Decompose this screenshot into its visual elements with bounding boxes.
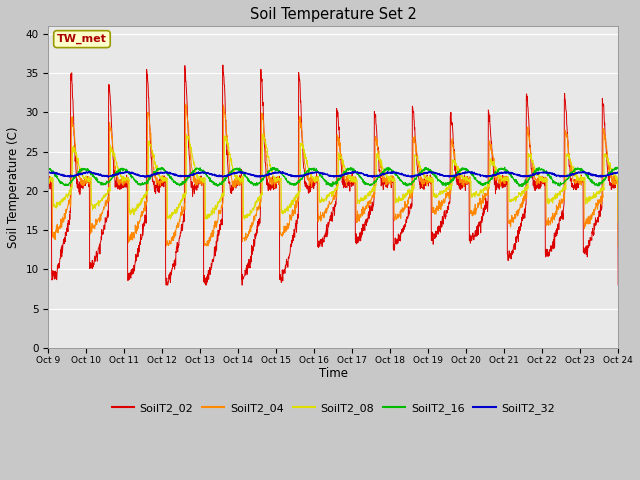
SoilT2_32 bbox=[104, 174, 112, 180]
SoilT2_16 bbox=[580, 169, 588, 175]
Y-axis label: Soil Temperature (C): Soil Temperature (C) bbox=[7, 126, 20, 248]
SoilT2_04 bbox=[580, 219, 588, 225]
SoilT2_04 bbox=[204, 242, 212, 248]
SoilT2_04 bbox=[351, 178, 358, 183]
SoilT2_08 bbox=[564, 153, 572, 159]
SoilT2_32 bbox=[614, 169, 622, 175]
SoilT2_02 bbox=[351, 177, 358, 182]
SoilT2_08 bbox=[204, 216, 211, 222]
X-axis label: Time: Time bbox=[319, 367, 348, 380]
SoilT2_32 bbox=[500, 169, 508, 175]
SoilT2_02 bbox=[614, 282, 622, 288]
SoilT2_02 bbox=[204, 277, 211, 283]
SoilT2_04 bbox=[614, 243, 622, 249]
SoilT2_02 bbox=[163, 282, 170, 288]
Line: SoilT2_16: SoilT2_16 bbox=[49, 167, 618, 187]
SoilT2_04 bbox=[363, 206, 371, 212]
SoilT2_08 bbox=[614, 219, 622, 225]
SoilT2_08 bbox=[363, 194, 371, 200]
SoilT2_02 bbox=[564, 153, 572, 159]
Line: SoilT2_32: SoilT2_32 bbox=[49, 171, 618, 177]
SoilT2_02 bbox=[580, 246, 588, 252]
SoilT2_16 bbox=[564, 176, 572, 181]
SoilT2_16 bbox=[614, 166, 622, 171]
SoilT2_02 bbox=[500, 181, 508, 187]
Title: Soil Temperature Set 2: Soil Temperature Set 2 bbox=[250, 7, 417, 22]
SoilT2_32 bbox=[350, 169, 358, 175]
SoilT2_16 bbox=[350, 168, 358, 174]
SoilT2_04 bbox=[45, 181, 52, 187]
SoilT2_32 bbox=[204, 170, 211, 176]
SoilT2_04 bbox=[163, 243, 170, 249]
SoilT2_16 bbox=[327, 184, 335, 190]
SoilT2_02 bbox=[219, 62, 227, 68]
Line: SoilT2_04: SoilT2_04 bbox=[49, 104, 618, 246]
SoilT2_08 bbox=[580, 175, 588, 180]
SoilT2_32 bbox=[580, 169, 588, 175]
SoilT2_32 bbox=[351, 168, 359, 174]
Text: TW_met: TW_met bbox=[57, 34, 107, 44]
SoilT2_04 bbox=[182, 101, 189, 107]
SoilT2_08 bbox=[45, 178, 52, 184]
SoilT2_08 bbox=[499, 178, 507, 184]
SoilT2_02 bbox=[363, 217, 371, 223]
SoilT2_08 bbox=[259, 131, 267, 137]
SoilT2_16 bbox=[499, 167, 507, 172]
SoilT2_16 bbox=[204, 174, 211, 180]
SoilT2_16 bbox=[363, 180, 371, 186]
Line: SoilT2_08: SoilT2_08 bbox=[49, 134, 618, 222]
SoilT2_32 bbox=[564, 172, 572, 178]
SoilT2_32 bbox=[363, 172, 371, 178]
Line: SoilT2_02: SoilT2_02 bbox=[49, 65, 618, 285]
SoilT2_08 bbox=[350, 178, 358, 183]
SoilT2_02 bbox=[45, 183, 52, 189]
SoilT2_04 bbox=[564, 141, 572, 147]
Legend: SoilT2_02, SoilT2_04, SoilT2_08, SoilT2_16, SoilT2_32: SoilT2_02, SoilT2_04, SoilT2_08, SoilT2_… bbox=[108, 398, 559, 419]
SoilT2_04 bbox=[500, 179, 508, 184]
SoilT2_32 bbox=[45, 169, 52, 175]
SoilT2_16 bbox=[45, 166, 52, 172]
SoilT2_16 bbox=[612, 164, 620, 170]
